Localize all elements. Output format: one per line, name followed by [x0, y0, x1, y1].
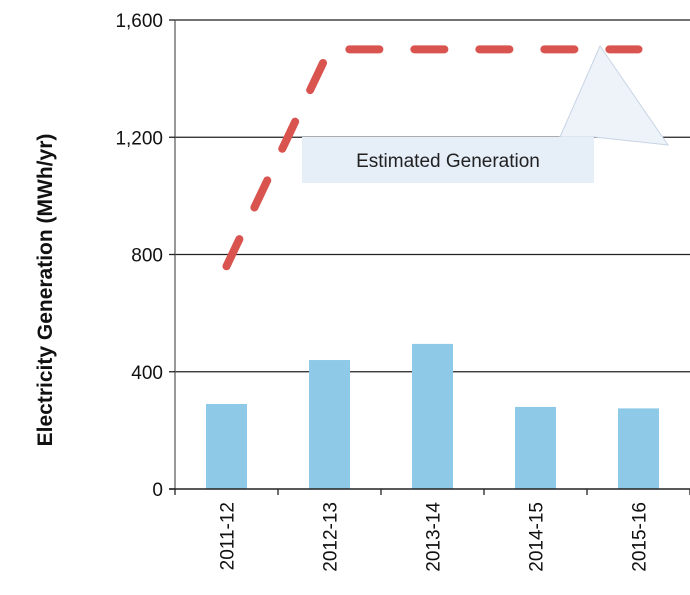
bar-2013-14 — [412, 343, 453, 489]
bar-2014-15 — [515, 406, 556, 489]
bars — [206, 343, 659, 489]
axes — [169, 19, 690, 495]
y-tick-labels: 0 400 800 1,200 1,600 — [115, 11, 163, 501]
annotation-pointer — [559, 44, 670, 146]
x-tick-labels: 2011-12 2012-13 2013-14 2014-15 2015-16 — [218, 502, 651, 572]
y-tick-label: 1,200 — [115, 128, 163, 149]
y-axis-title: Electricity Generation (MWh/yr) — [34, 134, 57, 447]
x-tick-label: 2015-16 — [630, 502, 651, 572]
y-tick-label: 800 — [131, 246, 163, 267]
x-tick-label: 2013-14 — [424, 502, 445, 572]
y-tick-label: 400 — [131, 363, 163, 384]
annotation-box — [302, 137, 594, 183]
estimated-generation-line — [222, 45, 643, 271]
x-tick-label: 2012-13 — [321, 502, 342, 572]
annotation-callout: Estimated Generation — [302, 44, 670, 183]
x-tick-label: 2014-15 — [527, 502, 548, 572]
x-tick-label: 2011-12 — [218, 502, 239, 570]
bar-2015-16 — [618, 408, 659, 489]
bar-2011-12 — [206, 403, 247, 489]
bar-2012-13 — [309, 360, 350, 489]
annotation-text: Estimated Generation — [356, 151, 540, 172]
y-tick-label: 0 — [152, 480, 163, 501]
y-tick-label: 1,600 — [115, 11, 163, 32]
